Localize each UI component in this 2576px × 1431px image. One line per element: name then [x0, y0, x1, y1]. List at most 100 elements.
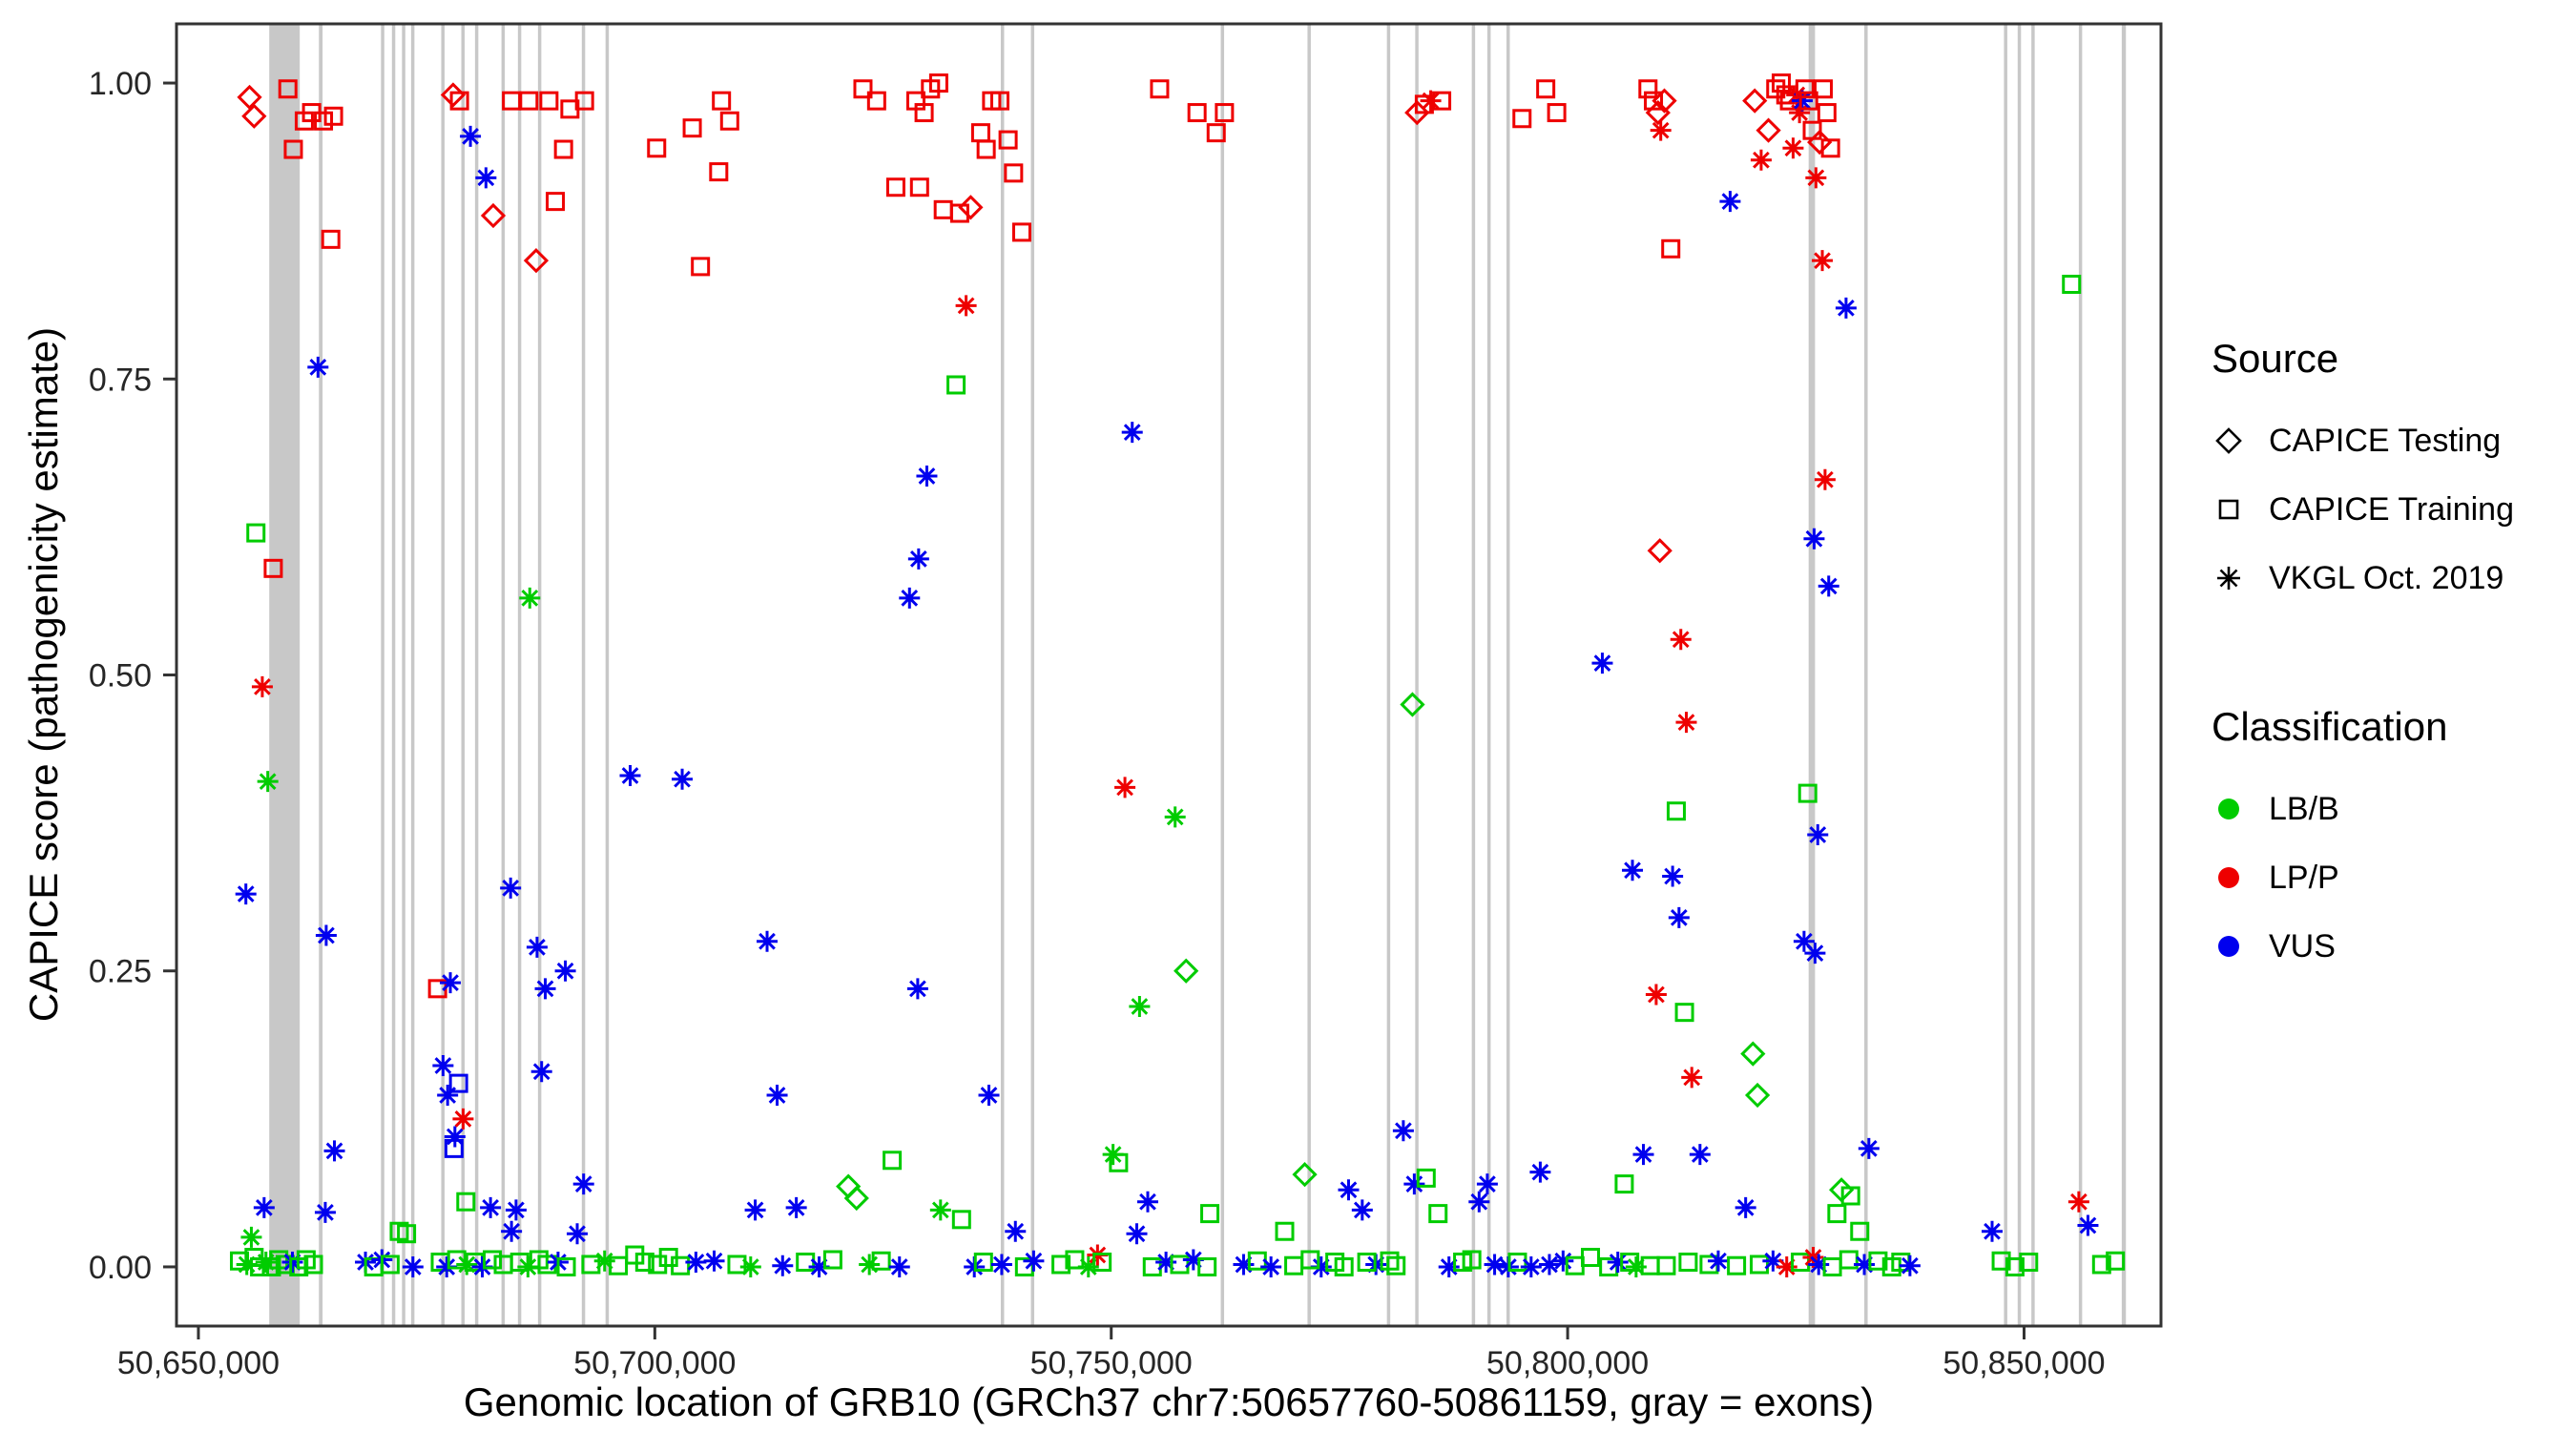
data-point-asterisk	[1529, 1161, 1551, 1183]
data-point-square	[1840, 1186, 1860, 1206]
exon-band	[1808, 24, 1816, 1326]
data-point-asterisk	[1854, 1254, 1876, 1275]
data-point-diamond	[241, 103, 267, 129]
legend-item-label: CAPICE Training	[2269, 490, 2514, 528]
data-point-square	[1109, 1152, 1129, 1172]
data-point-square	[1822, 1256, 1842, 1276]
data-point-square	[1536, 79, 1556, 99]
data-point-diamond	[958, 195, 984, 220]
data-point-asterisk	[1484, 1254, 1506, 1275]
data-point-asterisk	[253, 1196, 275, 1218]
data-point-asterisk	[1622, 860, 1644, 881]
y-axis-title: CAPICE score (pathogenicity estimate)	[21, 326, 66, 1023]
data-point-asterisk	[501, 1220, 523, 1242]
data-point-square	[1428, 1204, 1448, 1224]
data-point-square	[909, 177, 929, 197]
legend-item-lpp: LP/P	[2212, 843, 2565, 912]
data-point-asterisk	[808, 1255, 830, 1277]
data-point-asterisk	[1735, 1196, 1756, 1218]
data-point-square	[1750, 1255, 1770, 1275]
exon-band	[319, 24, 323, 1326]
data-point-square	[871, 1251, 891, 1271]
data-point-square	[1839, 1250, 1859, 1270]
data-point-asterisk	[1750, 149, 1772, 171]
data-point-asterisk	[1782, 137, 1804, 159]
data-point-asterisk	[1233, 1254, 1255, 1275]
data-point-asterisk	[534, 978, 556, 1000]
data-point-asterisk	[929, 1199, 951, 1221]
exon-band	[441, 24, 445, 1326]
data-point-square	[444, 1138, 464, 1158]
legend-classification-title: Classification	[2212, 704, 2448, 749]
data-point-asterisk	[1668, 906, 1690, 928]
data-point-square	[866, 91, 886, 111]
data-point-asterisk	[255, 1251, 277, 1273]
data-point-square	[1797, 783, 1818, 803]
data-point-square	[1547, 103, 1567, 123]
data-point-diamond	[1404, 99, 1430, 126]
data-point-square	[2106, 1251, 2126, 1271]
data-point-asterisk	[1520, 1255, 1542, 1277]
data-point-square	[976, 139, 996, 159]
data-point-square	[1432, 91, 1452, 111]
data-point-square	[448, 1073, 468, 1093]
data-point-square	[1462, 1250, 1482, 1270]
data-point-asterisk	[593, 1250, 615, 1272]
exon-band	[2078, 24, 2083, 1326]
vus-dot-icon	[2218, 936, 2239, 957]
data-point-asterisk	[554, 960, 576, 982]
data-point-asterisk	[572, 1173, 594, 1195]
data-point-asterisk	[1789, 102, 1811, 124]
data-point-asterisk	[916, 466, 938, 487]
exon-band	[1486, 24, 1491, 1326]
data-point-asterisk	[2067, 1191, 2089, 1213]
data-point-asterisk	[1670, 629, 1692, 651]
data-point-diamond	[480, 202, 507, 229]
data-point-diamond	[1174, 958, 1199, 984]
data-point-asterisk	[1805, 167, 1827, 189]
data-point-asterisk	[1403, 1173, 1425, 1195]
legend-item-capice-training: CAPICE Training	[2212, 475, 2565, 544]
square-icon	[2212, 492, 2246, 527]
data-point-square	[283, 139, 303, 159]
panel-border	[175, 22, 2163, 1328]
exon-band	[391, 24, 396, 1326]
data-point-square	[970, 123, 990, 143]
data-point-asterisk	[1310, 1255, 1332, 1277]
legend-item-lbb: LB/B	[2212, 775, 2565, 843]
data-point-asterisk	[1121, 422, 1143, 444]
data-point-square	[719, 111, 739, 131]
data-point-diamond	[523, 248, 550, 274]
legend-source-title: Source	[2212, 336, 2339, 381]
data-point-square	[1727, 1255, 1747, 1275]
data-point-square	[1620, 1252, 1640, 1272]
data-point-square	[1638, 79, 1658, 99]
data-point-square	[574, 91, 594, 111]
data-point-asterisk	[766, 1085, 788, 1107]
data-point-asterisk	[1808, 1254, 1830, 1275]
exon-band	[1386, 24, 1391, 1326]
data-point-asterisk	[739, 1255, 761, 1277]
data-point-asterisk	[452, 1108, 474, 1130]
data-point-asterisk	[530, 1061, 552, 1083]
exon-band	[1506, 24, 1510, 1326]
data-point-square	[519, 91, 539, 111]
data-point-asterisk	[703, 1250, 725, 1272]
legend: Source CAPICE Testing CAPICE Training VK…	[2212, 336, 2565, 981]
data-point-square	[1678, 1252, 1698, 1272]
x-tick-label: 50,700,000	[573, 1345, 736, 1381]
data-point-asterisk	[990, 1254, 1012, 1275]
exon-band	[410, 24, 415, 1326]
data-point-square	[1798, 91, 1818, 111]
data-point-diamond	[237, 84, 262, 111]
data-point-square	[973, 1252, 993, 1272]
x-tick-label: 50,650,000	[117, 1345, 280, 1381]
data-point-square	[951, 1210, 971, 1230]
data-point-asterisk	[757, 930, 779, 952]
data-point-asterisk	[235, 883, 257, 905]
data-point-square	[581, 1255, 601, 1275]
data-point-diamond	[1400, 692, 1425, 717]
legend-item-label: CAPICE Testing	[2269, 422, 2502, 459]
data-point-asterisk	[436, 1255, 458, 1277]
